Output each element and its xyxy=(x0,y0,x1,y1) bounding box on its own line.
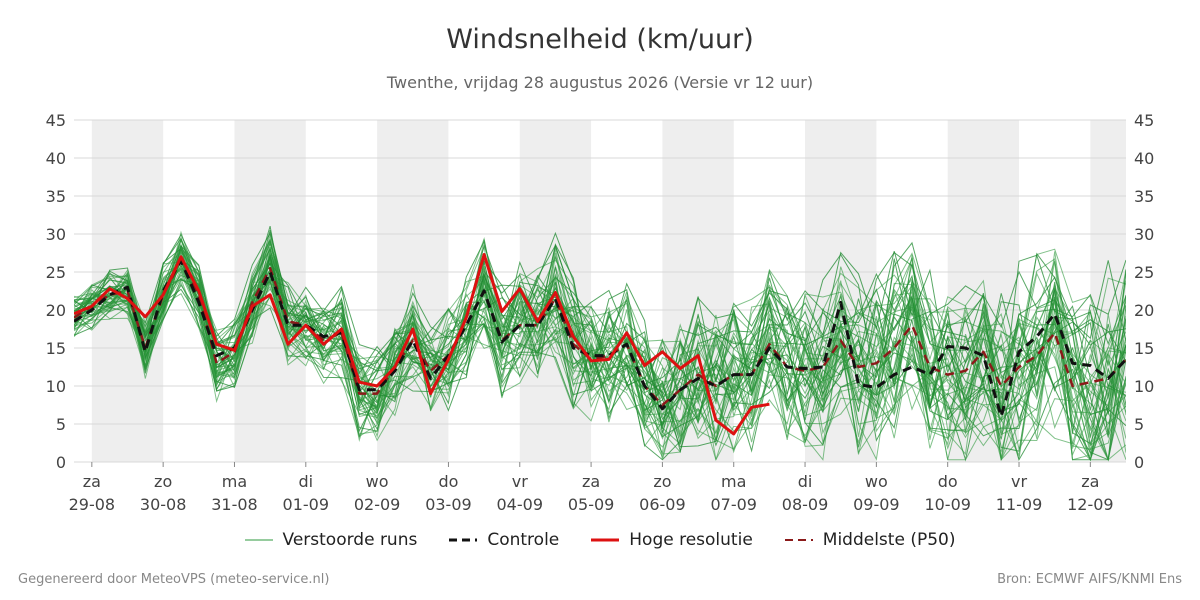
chart-legend: Verstoorde runs Controle Hoge resolutie … xyxy=(0,530,1200,550)
y-tick-label-left: 10 xyxy=(46,377,66,396)
legend-item-control: Controle xyxy=(449,530,559,550)
x-tick-date: 11-09 xyxy=(996,495,1043,514)
weekend-band xyxy=(947,120,1020,462)
x-tick-date: 05-09 xyxy=(568,495,615,514)
y-tick-label-left: 20 xyxy=(46,301,66,320)
ensemble-member-line xyxy=(74,273,1126,461)
ensemble-member-line xyxy=(74,247,1126,435)
weekend-band xyxy=(805,120,877,462)
chart-title: Windsnelheid (km/uur) xyxy=(446,24,754,55)
ensemble-member-line xyxy=(74,238,1126,412)
x-tick-date: 29-08 xyxy=(69,495,116,514)
y-tick-label-left: 0 xyxy=(56,453,66,472)
y-tick-label-right: 35 xyxy=(1134,187,1154,206)
y-tick-label-right: 10 xyxy=(1134,377,1154,396)
legend-swatch-median xyxy=(784,539,813,541)
x-tick-day: za xyxy=(582,472,600,491)
x-tick-date: 06-09 xyxy=(639,495,686,514)
x-tick-date: 09-09 xyxy=(853,495,900,514)
y-tick-label-right: 30 xyxy=(1134,225,1154,244)
x-tick-day: di xyxy=(798,472,813,491)
ensemble-member-line xyxy=(74,238,1126,457)
high-resolution-line xyxy=(74,253,770,436)
x-tick-date: 07-09 xyxy=(710,495,757,514)
y-tick-label-right: 5 xyxy=(1134,415,1144,434)
x-tick-day: di xyxy=(298,472,313,491)
control-line xyxy=(74,259,1126,418)
y-tick-label-left: 15 xyxy=(46,339,66,358)
ensemble-member-line xyxy=(74,229,1126,394)
x-tick-date: 04-09 xyxy=(497,495,544,514)
x-tick-day: zo xyxy=(653,472,671,491)
y-tick-label-left: 25 xyxy=(46,263,66,282)
legend-label-median: Middelste (P50) xyxy=(822,530,956,550)
x-tick-date: 08-09 xyxy=(782,495,829,514)
x-tick-day: zo xyxy=(154,472,172,491)
legend-label-high-resolution: Hoge resolutie xyxy=(629,530,753,550)
y-tick-label-right: 20 xyxy=(1134,301,1154,320)
x-tick-day: ma xyxy=(721,472,746,491)
legend-swatch-high-resolution xyxy=(591,538,620,542)
x-tick-day: za xyxy=(1081,472,1099,491)
y-tick-label-right: 0 xyxy=(1134,453,1144,472)
footer-source: Bron: ECMWF AIFS/KNMI Ens xyxy=(997,572,1182,587)
x-tick-day: wo xyxy=(366,472,389,491)
ensemble-group xyxy=(74,225,1126,462)
x-tick-day: wo xyxy=(865,472,888,491)
y-tick-label-left: 5 xyxy=(56,415,66,434)
y-tick-label-right: 45 xyxy=(1134,111,1154,130)
x-tick-date: 01-09 xyxy=(283,495,330,514)
legend-label-ensemble: Verstoorde runs xyxy=(282,530,418,550)
chart-subtitle: Twenthe, vrijdag 28 augustus 2026 (Versi… xyxy=(386,73,814,92)
x-tick-date: 31-08 xyxy=(211,495,258,514)
weekend-band xyxy=(377,120,449,462)
x-tick-day: ma xyxy=(222,472,247,491)
ensemble-member-line xyxy=(74,259,1126,462)
legend-item-median: Middelste (P50) xyxy=(784,530,956,550)
y-tick-label-left: 30 xyxy=(46,225,66,244)
y-tick-label-left: 35 xyxy=(46,187,66,206)
y-tick-label-right: 40 xyxy=(1134,149,1154,168)
x-tick-day: za xyxy=(83,472,101,491)
x-tick-date: 12-09 xyxy=(1067,495,1114,514)
x-tick-day: do xyxy=(438,472,458,491)
x-tick-day: vr xyxy=(1011,472,1027,491)
median-p50-line xyxy=(74,259,1126,407)
x-tick-day: vr xyxy=(512,472,528,491)
y-tick-label-right: 25 xyxy=(1134,263,1154,282)
x-tick-day: do xyxy=(938,472,958,491)
legend-label-control: Controle xyxy=(487,530,560,550)
x-tick-date: 30-08 xyxy=(140,495,187,514)
footer-generator: Gegenereerd door MeteoVPS (meteo-service… xyxy=(18,572,330,587)
x-tick-date: 02-09 xyxy=(354,495,401,514)
weekend-band xyxy=(234,120,306,462)
ensemble-member-line xyxy=(74,253,1126,453)
legend-item-high-resolution: Hoge resolutie xyxy=(591,530,753,550)
legend-swatch-control xyxy=(449,538,478,542)
x-tick-date: 03-09 xyxy=(425,495,472,514)
y-tick-label-right: 15 xyxy=(1134,339,1154,358)
legend-swatch-ensemble xyxy=(244,539,273,541)
y-tick-label-left: 45 xyxy=(46,111,66,130)
weekend-band xyxy=(519,120,592,462)
x-tick-date: 10-09 xyxy=(924,495,971,514)
legend-item-ensemble: Verstoorde runs xyxy=(244,530,418,550)
ensemble-member-line xyxy=(74,246,1126,445)
y-tick-label-left: 40 xyxy=(46,149,66,168)
